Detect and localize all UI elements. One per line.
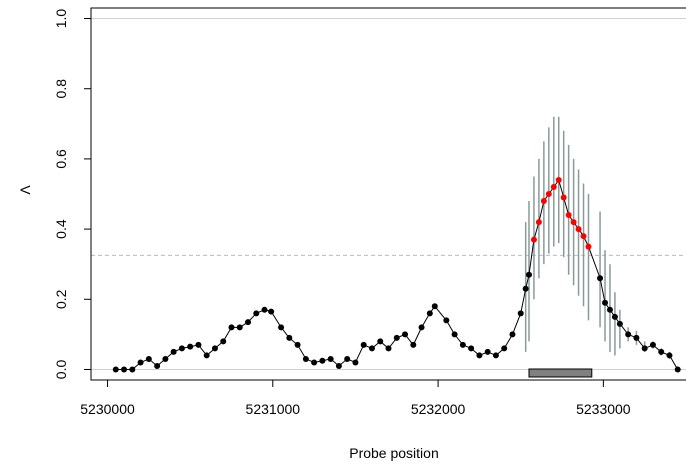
data-point	[377, 338, 384, 345]
data-point	[236, 324, 243, 331]
data-point	[253, 310, 260, 317]
data-point	[484, 348, 491, 355]
highlight-point	[535, 219, 542, 226]
data-point	[649, 341, 656, 348]
data-point	[268, 308, 275, 315]
data-point	[418, 324, 425, 331]
data-point	[154, 362, 161, 369]
data-point	[245, 319, 252, 326]
data-point	[335, 362, 342, 369]
y-tick-label: 0.8	[53, 79, 69, 99]
y-axis: 0.0 0.2 0.4 0.6 0.8 1.0	[53, 9, 91, 380]
region-bar	[528, 368, 593, 378]
data-point	[294, 341, 301, 348]
highlight-point	[580, 233, 587, 240]
data-point	[145, 355, 152, 362]
data-point	[431, 303, 438, 310]
data-point	[633, 334, 640, 341]
y-axis-title: Λ	[17, 185, 33, 195]
x-tick-label: 5233000	[576, 401, 631, 417]
data-point	[327, 355, 334, 362]
data-point	[611, 313, 618, 320]
data-point	[468, 345, 475, 352]
data-point	[597, 275, 604, 282]
data-point	[170, 348, 177, 355]
data-point	[178, 345, 185, 352]
data-point	[352, 359, 359, 366]
x-tick-label: 5232000	[411, 401, 466, 417]
data-point	[492, 352, 499, 359]
data-point	[129, 366, 136, 373]
data-point	[203, 352, 210, 359]
y-tick-label: 0.0	[53, 360, 69, 380]
data-point	[195, 341, 202, 348]
highlight-point	[585, 243, 592, 250]
data-point	[385, 345, 392, 352]
data-point	[278, 324, 285, 331]
data-point	[360, 341, 367, 348]
highlight-point	[555, 176, 562, 183]
data-point	[501, 345, 508, 352]
data-point	[602, 299, 609, 306]
data-point	[517, 310, 524, 317]
data-point	[187, 343, 194, 350]
data-point	[137, 359, 144, 366]
x-tick-label: 5230000	[80, 401, 135, 417]
data-point	[443, 317, 450, 324]
data-point	[121, 366, 128, 373]
data-point	[220, 338, 227, 345]
data-point	[302, 355, 309, 362]
data-point	[606, 306, 613, 313]
y-tick-label: 1.0	[53, 9, 69, 29]
data-point	[525, 271, 532, 278]
x-tick-label: 5231000	[246, 401, 301, 417]
plot-area	[90, 7, 686, 381]
y-tick-label: 0.4	[53, 219, 69, 239]
y-tick-label: 0.2	[53, 289, 69, 309]
highlight-point	[545, 191, 552, 197]
series-line	[115, 178, 679, 370]
highlight-point	[560, 194, 567, 201]
data-point	[393, 334, 400, 341]
data-point	[211, 345, 218, 352]
data-point	[451, 331, 458, 338]
data-point	[228, 324, 235, 331]
highlight-point	[550, 183, 557, 190]
data-point	[616, 320, 623, 327]
data-point	[522, 285, 529, 292]
x-axis-title: Probe position	[349, 445, 439, 461]
highlight-point	[565, 212, 572, 219]
x-axis: 5230000 5231000 5232000 5233000	[80, 379, 631, 417]
highlight-point	[530, 236, 537, 243]
data-point	[311, 359, 318, 366]
data-point	[162, 355, 169, 362]
data-point	[112, 366, 119, 373]
data-point	[319, 357, 326, 364]
highlight-point	[570, 219, 577, 226]
data-point	[641, 345, 648, 352]
data-point	[344, 355, 351, 362]
data-point	[476, 352, 483, 359]
highlight-point	[575, 226, 582, 233]
data-point	[459, 341, 466, 348]
data-point	[402, 331, 409, 338]
data-point	[658, 348, 665, 355]
data-point	[426, 310, 433, 317]
data-point	[286, 334, 293, 341]
highlight-point	[540, 198, 547, 205]
data-point	[625, 331, 632, 338]
data-point	[410, 341, 417, 348]
data-point	[368, 345, 375, 352]
y-tick-label: 0.6	[53, 149, 69, 169]
data-point	[674, 366, 681, 373]
data-point	[666, 352, 673, 359]
data-point	[509, 331, 516, 338]
data-point	[261, 306, 268, 313]
